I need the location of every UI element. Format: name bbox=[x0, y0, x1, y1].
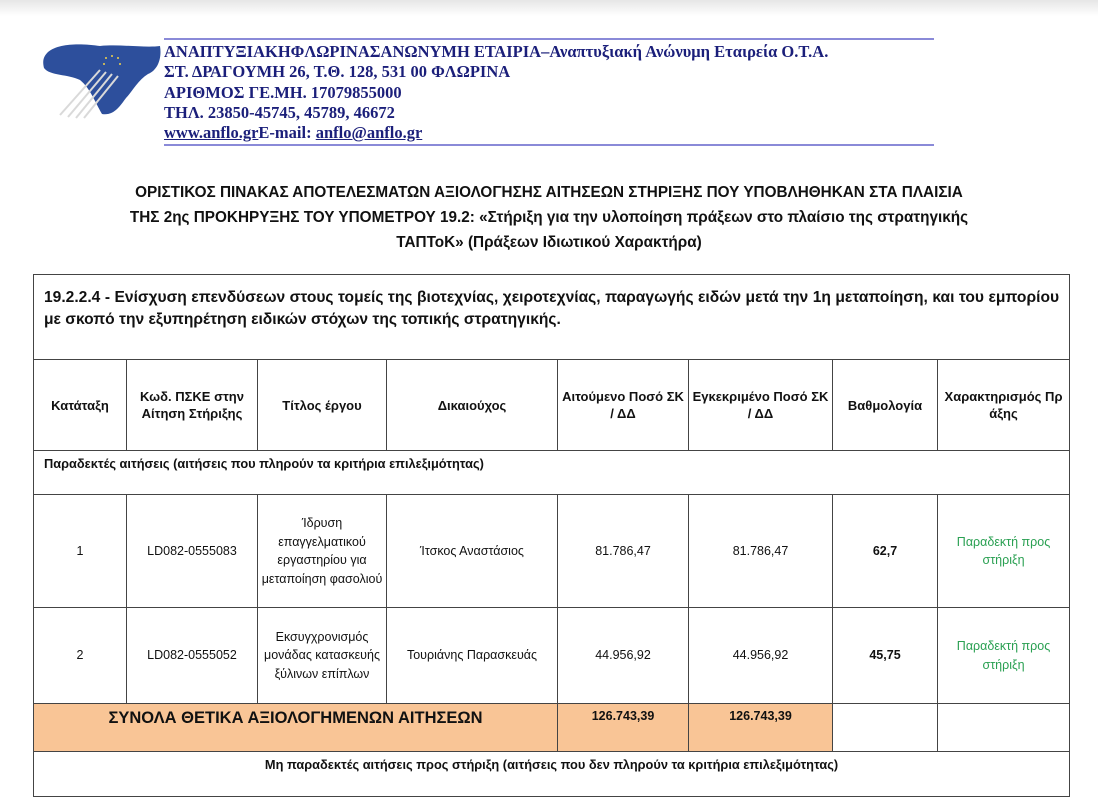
code: LD082-0555083 bbox=[126, 494, 258, 608]
header-title: Τίτλος έργου bbox=[257, 359, 387, 451]
rank: 2 bbox=[33, 607, 127, 704]
project-title: Εκσυγχρονισμός μονάδας κατασκευής ξύλινω… bbox=[257, 607, 387, 704]
approved-amount: 44.956,92 bbox=[688, 607, 833, 704]
registry-number: ΑΡΙΘΜΟΣ ΓΕ.ΜΗ. 17079855000 bbox=[164, 82, 402, 102]
header-approved: Εγκεκριμένο Ποσό ΣΚ / ΔΔ bbox=[688, 359, 833, 451]
email-label: E-mail: bbox=[258, 123, 316, 143]
header-score: Βαθμολογία bbox=[832, 359, 938, 451]
approved-amount: 81.786,47 bbox=[688, 494, 833, 608]
totals-score-empty bbox=[832, 703, 938, 752]
company-logo bbox=[43, 44, 161, 119]
title-line-3: ΤΑΠΤοΚ» (Πράξεων Ιδιωτικού Χαρακτήρα) bbox=[396, 234, 702, 251]
header-rank: Κατάταξη bbox=[33, 359, 127, 451]
requested-amount: 44.956,92 bbox=[557, 607, 689, 704]
title-line-2: ΤΗΣ 2ης ΠΡΟΚΗΡΥΞΗΣ ΤΟΥ ΥΠΟΜΕΤΡΟΥ 19.2: «… bbox=[129, 209, 969, 226]
page-top-shadow bbox=[0, 0, 1098, 16]
rejected-section-label: Μη παραδεκτές αιτήσεις προς στήριξη (αιτ… bbox=[32, 751, 1071, 797]
totals-label: ΣΥΝΟΛΑ ΘΕΤΙΚΑ ΑΞΙΟΛΟΓΗΜΕΝΩΝ ΑΙΤΗΣΕΩΝ bbox=[33, 703, 558, 752]
score: 45,75 bbox=[832, 607, 938, 704]
table-row: 1 LD082-0555083 Ίδρυση επαγγελματικού ερ… bbox=[33, 494, 1071, 608]
title-line-1: ΟΡΙΣΤΙΚΟΣ ΠΙΝΑΚΑΣ ΑΠΟΤΕΛΕΣΜΑΤΩΝ ΑΞΙΟΛΟΓΗ… bbox=[135, 184, 963, 201]
totals-row: ΣΥΝΟΛΑ ΘΕΤΙΚΑ ΑΞΙΟΛΟΓΗΜΕΝΩΝ ΑΙΤΗΣΕΩΝ 126… bbox=[33, 703, 1071, 752]
email-link[interactable]: anflo@anflo.gr bbox=[315, 123, 423, 143]
header-requested: Αιτούμενο Ποσό ΣΚ / ΔΔ bbox=[557, 359, 689, 451]
totals-approved: 126.743,39 bbox=[688, 703, 833, 752]
requested-amount: 81.786,47 bbox=[557, 494, 689, 608]
header-code: Κωδ. ΠΣΚΕ στην Αίτηση Στήριξης bbox=[126, 359, 258, 451]
rank: 1 bbox=[33, 494, 127, 608]
results-table: 19.2.2.4 - Ενίσχυση επενδύσεων στους τομ… bbox=[32, 274, 1071, 797]
score: 62,7 bbox=[832, 494, 938, 608]
company-address: ΣΤ. ΔΡΑΓΟΥΜΗ 26, Τ.Θ. 128, 531 00 ΦΛΩΡΙΝ… bbox=[164, 62, 511, 82]
website-link[interactable]: www.anflo.gr bbox=[164, 123, 259, 143]
header-status: Χαρακτηρισμός Πράξης bbox=[936, 359, 1071, 451]
table-row: 2 LD082-0555052 Εκσυγχρονισμός μονάδας κ… bbox=[33, 607, 1071, 704]
document-title: ΟΡΙΣΤΙΚΟΣ ΠΙΝΑΚΑΣ ΑΠΟΤΕΛΕΣΜΑΤΩΝ ΑΞΙΟΛΟΓΗ… bbox=[40, 180, 1058, 255]
contact-line: www.anflo.grE-mail: anflo@anflo.gr bbox=[164, 123, 934, 143]
beneficiary: Τουριάνης Παρασκευάς bbox=[386, 607, 558, 704]
status: Παραδεκτή προς στήριξη bbox=[936, 494, 1071, 608]
totals-requested: 126.743,39 bbox=[557, 703, 689, 752]
totals-status-empty bbox=[936, 703, 1071, 752]
header-beneficiary: Δικαιούχος bbox=[386, 359, 558, 451]
status: Παραδεκτή προς στήριξη bbox=[936, 607, 1071, 704]
measure-title: 19.2.2.4 - Ενίσχυση επενδύσεων στους τομ… bbox=[32, 274, 1071, 360]
company-name: ΑΝΑΠΤΥΞΙΑΚΗΦΛΩΡΙΝΑΣΑΝΩΝΥΜΗ ΕΤΑΙΡΙΑ–Αναπτ… bbox=[164, 42, 829, 61]
beneficiary: Ίτσκος Αναστάσιος bbox=[386, 494, 558, 608]
table-header-row: Κατάταξη Κωδ. ΠΣΚΕ στην Αίτηση Στήριξης … bbox=[33, 359, 1071, 451]
code: LD082-0555052 bbox=[126, 607, 258, 704]
letterhead: ΑΝΑΠΤΥΞΙΑΚΗΦΛΩΡΙΝΑΣΑΝΩΝΥΜΗ ΕΤΑΙΡΙΑ–Αναπτ… bbox=[164, 38, 934, 147]
accepted-section-label: Παραδεκτές αιτήσεις (αιτήσεις που πληρού… bbox=[32, 450, 1071, 495]
phone-numbers: ΤΗΛ. 23850-45745, 45789, 46672 bbox=[164, 102, 395, 122]
project-title: Ίδρυση επαγγελματικού εργαστηρίου για με… bbox=[257, 494, 387, 608]
